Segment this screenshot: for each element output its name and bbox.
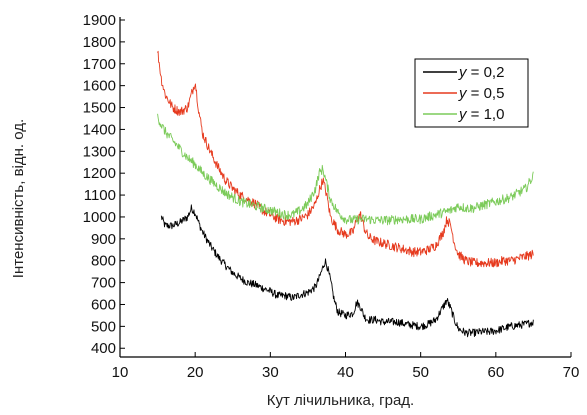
series-layer xyxy=(157,50,534,338)
y-tick-label: 1700 xyxy=(83,56,116,73)
y-tick-label: 1300 xyxy=(83,143,116,160)
y-tick-label: 1400 xyxy=(83,121,116,138)
x-tick-label: 50 xyxy=(412,364,429,381)
x-tick-label: 20 xyxy=(187,364,204,381)
y-tick-label: 1000 xyxy=(83,209,116,226)
series-line-3 xyxy=(157,113,534,226)
y-tick-label: 1900 xyxy=(83,12,116,29)
series-line-1 xyxy=(160,204,534,338)
y-tick-label: 400 xyxy=(91,340,116,357)
axes-layer: 400 500 600 700 800 900 1000 1100 1200 1300 1400 15… xyxy=(10,12,579,409)
legend-label-2: y = 0,5 xyxy=(458,85,504,102)
y-tick-label: 500 xyxy=(91,318,116,335)
x-axis-title: Кут лічильника, град. xyxy=(267,392,414,409)
legend-label-1: y = 0,2 xyxy=(458,64,504,81)
y-tick-label: 800 xyxy=(91,253,116,270)
x-tick-label: 40 xyxy=(337,364,354,381)
y-tick-label: 1600 xyxy=(83,78,116,95)
x-tick-label: 30 xyxy=(262,364,279,381)
legend: y = 0,2 y = 0,5 y = 1,0 xyxy=(414,58,529,128)
y-tick-label: 1200 xyxy=(83,165,116,182)
y-tick-label: 1500 xyxy=(83,100,116,117)
x-tick-label: 10 xyxy=(112,364,129,381)
series-line-2 xyxy=(157,50,534,268)
y-tick-label: 700 xyxy=(91,275,116,292)
y-tick-label: 1100 xyxy=(84,187,116,204)
x-tick-label: 60 xyxy=(487,364,504,381)
legend-label-3: y = 1,0 xyxy=(458,106,504,123)
x-tick-label: 70 xyxy=(563,364,580,381)
y-tick-label: 600 xyxy=(91,296,116,313)
y-axis-title: Інтенсивність, відн. од. xyxy=(10,119,27,278)
y-tick-label: 900 xyxy=(91,231,116,248)
y-tick-label: 1800 xyxy=(83,34,116,51)
